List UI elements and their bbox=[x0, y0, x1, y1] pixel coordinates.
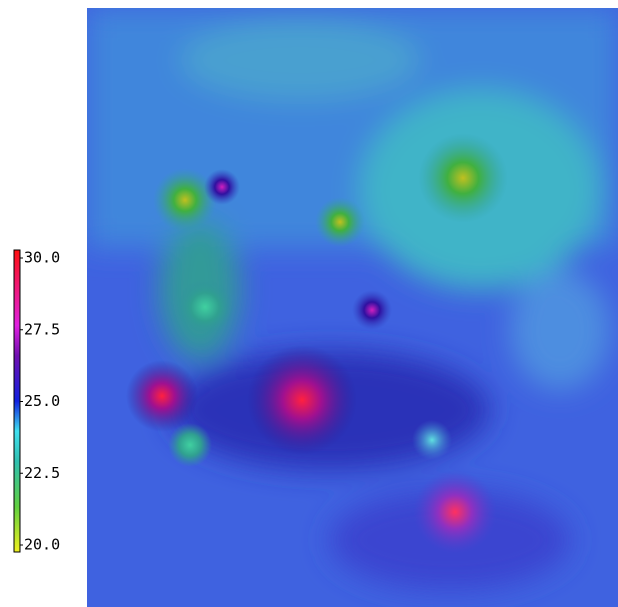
colorbar-tick-label: 27.5 bbox=[24, 320, 60, 338]
colorbar-tick-label: 22.5 bbox=[24, 464, 60, 482]
colorbar bbox=[14, 250, 20, 552]
chart: 30.0 27.5 25.0 22.5 20.0 bbox=[0, 0, 618, 607]
colorbar-tick-label: 30.0 bbox=[24, 249, 60, 267]
colorbar-tick-label: 25.0 bbox=[24, 392, 60, 410]
colorbar-tick-label: 20.0 bbox=[24, 536, 60, 554]
map bbox=[87, 8, 618, 607]
